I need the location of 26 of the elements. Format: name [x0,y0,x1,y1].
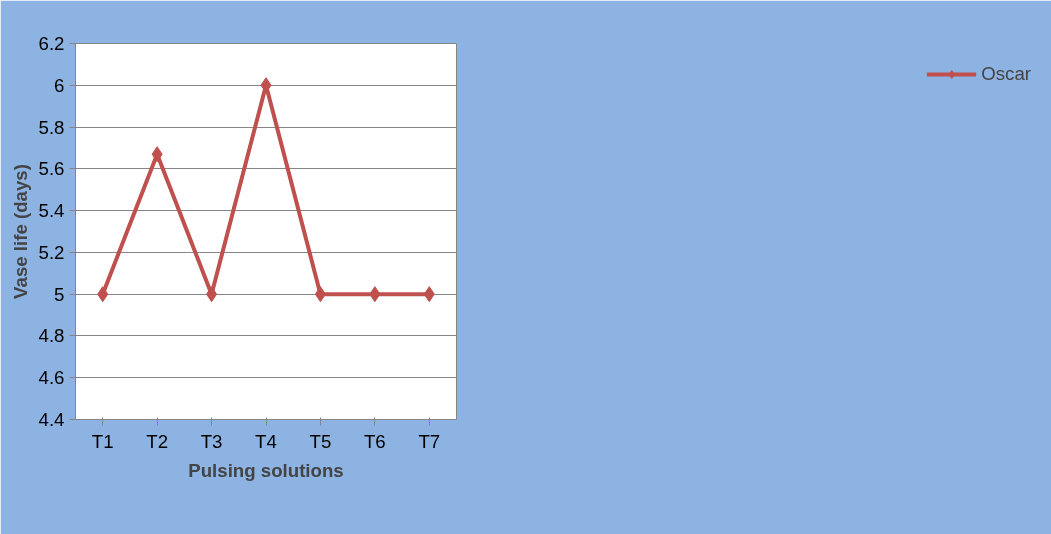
y-axis-title: Vase life (days) [9,164,31,299]
point [206,286,218,303]
x-tick-label: T3 [200,430,223,452]
y-tick-label: 6.2 [38,33,65,54]
point [314,286,326,303]
y-tick-label: 5.2 [38,241,65,263]
x-axis-title: Pulsing solutions [188,459,344,481]
y-tick-label: 5 [54,283,65,305]
point [97,286,109,303]
point [369,286,381,303]
y-tick-label: 5.8 [38,116,65,138]
point [151,146,163,163]
x-tick-label: T5 [309,430,332,452]
x-tick-label: T1 [91,430,114,452]
y-tick-label: 4.8 [38,325,65,347]
point [423,286,435,303]
legend-label: Oscar [981,63,1031,85]
y-tick-label: 4.4 [38,409,65,430]
x-tick-label: T7 [418,430,441,452]
y-tick-label: 6 [54,74,65,96]
x-tick-label: T2 [146,430,169,452]
y-tick-label: 5.6 [38,158,65,180]
x-tick-label: T4 [255,430,277,452]
x-tick-label: T6 [363,430,386,452]
y-tick-label: 4.6 [38,367,65,389]
y-tick-label: 5.4 [38,200,65,222]
